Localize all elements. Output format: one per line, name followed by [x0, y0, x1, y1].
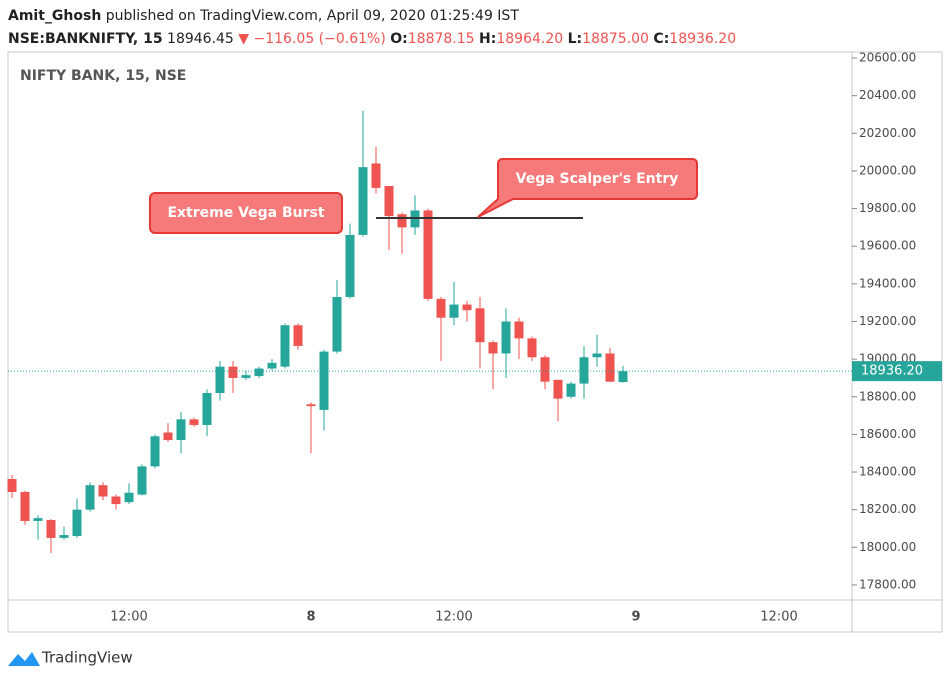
candle-body: [579, 357, 589, 384]
candle-body: [592, 353, 602, 358]
y-tick-label: 19600.00: [859, 239, 916, 253]
candle-body: [20, 491, 30, 521]
ohlc-label: C:: [653, 31, 669, 47]
candle-body: [46, 520, 56, 538]
header-line: Amit_Ghosh published on TradingView.com,…: [8, 8, 519, 24]
candle-body: [540, 357, 550, 382]
candle-body: [215, 366, 225, 393]
candle-body: [527, 338, 537, 358]
candle-body: [176, 419, 186, 441]
price: 18946.45: [167, 31, 234, 47]
annotation: Vega Scalper's Entry: [477, 158, 698, 218]
candle-body: [449, 304, 459, 318]
y-tick-label: 19200.00: [859, 314, 916, 328]
candle-body: [566, 383, 576, 397]
x-tick-label: 12:00: [760, 610, 797, 625]
y-tick-label: 20200.00: [859, 126, 916, 140]
brand: TradingView: [41, 649, 133, 667]
logo-icon: [8, 652, 40, 666]
candle-body: [488, 342, 498, 354]
candle-body: [514, 321, 524, 339]
candle-body: [85, 485, 95, 510]
candle-body: [332, 297, 342, 352]
y-tick-label: 20600.00: [859, 51, 916, 65]
candle-body: [111, 496, 121, 505]
last-price-label: 18936.20: [861, 364, 923, 379]
candle-body: [241, 375, 251, 378]
candle-body: [605, 353, 615, 382]
quote-line: NSE:BANKNIFTY, 15 18946.45 ▼ −116.05 (−0…: [8, 31, 736, 47]
ohlc-value: 18936.20: [669, 31, 736, 47]
candle-body: [306, 404, 316, 407]
callout-text: Vega Scalper's Entry: [516, 171, 679, 187]
ohlc-label: H:: [479, 31, 496, 47]
candle-body: [280, 325, 290, 367]
candle-body: [436, 298, 446, 318]
logo: TradingView: [8, 649, 133, 667]
candle-body: [189, 419, 199, 425]
y-tick-label: 18400.00: [859, 465, 916, 479]
author: Amit_Ghosh: [8, 8, 101, 24]
published: published on TradingView.com, April 09, …: [106, 8, 520, 24]
callout-text: Extreme Vega Burst: [167, 205, 324, 221]
y-tick-label: 18200.00: [859, 502, 916, 516]
last-price-box: [852, 361, 942, 382]
candle-body: [384, 185, 394, 217]
candle-body: [202, 392, 212, 425]
frame: [7, 51, 943, 633]
candle-body: [553, 379, 563, 399]
candle-body: [228, 366, 238, 378]
ohlc-value: 18875.00: [582, 31, 649, 47]
candle-body: [293, 325, 303, 346]
x-tick-label: 12:00: [435, 610, 472, 625]
symbol: NSE:BANKNIFTY, 15: [8, 31, 163, 47]
y-tick-label: 18000.00: [859, 540, 916, 554]
candle-body: [98, 485, 108, 497]
ohlc-label: O:: [390, 31, 408, 47]
candle-body: [371, 163, 381, 188]
candle-body: [267, 362, 277, 369]
y-tick-label: 20400.00: [859, 88, 916, 102]
x-tick-label: 12:00: [110, 610, 147, 625]
ohlc-label: L:: [568, 31, 583, 47]
change: ▼ −116.05 (−0.61%): [238, 31, 386, 47]
candle-body: [59, 535, 69, 538]
candle-body: [7, 478, 17, 492]
candle-body: [124, 492, 134, 503]
candle-body: [33, 518, 43, 521]
candle-body: [72, 509, 82, 537]
ohlc-value: 18878.15: [408, 31, 475, 47]
legend: NIFTY BANK, 15, NSE: [20, 68, 186, 84]
callout-box: [477, 158, 698, 218]
candle-body: [475, 308, 485, 343]
candle-body: [345, 234, 355, 298]
candle-body: [397, 214, 407, 228]
y-tick-label: 20000.00: [859, 163, 916, 177]
x-tick-label: 8: [306, 610, 315, 625]
candle-body: [150, 436, 160, 467]
y-tick-label: 18600.00: [859, 427, 916, 441]
x-tick-label: 9: [631, 610, 640, 625]
y-tick-label: 19800.00: [859, 201, 916, 215]
plot: [7, 110, 852, 553]
candle-body: [358, 167, 368, 235]
y-tick-label: 17800.00: [859, 577, 916, 591]
y-tick-label: 19400.00: [859, 276, 916, 290]
candle-body: [319, 351, 329, 410]
callout-box: [149, 192, 343, 234]
candle-body: [163, 432, 173, 441]
candle-body: [501, 321, 511, 354]
candle-body: [137, 466, 147, 495]
ohlc-value: 18964.20: [496, 31, 563, 47]
annotation: Extreme Vega Burst: [149, 192, 343, 234]
candle-body: [462, 304, 472, 311]
candle-body: [423, 210, 433, 299]
candle-body: [618, 371, 628, 383]
y-tick-label: 18800.00: [859, 389, 916, 403]
candle-body: [254, 368, 264, 377]
